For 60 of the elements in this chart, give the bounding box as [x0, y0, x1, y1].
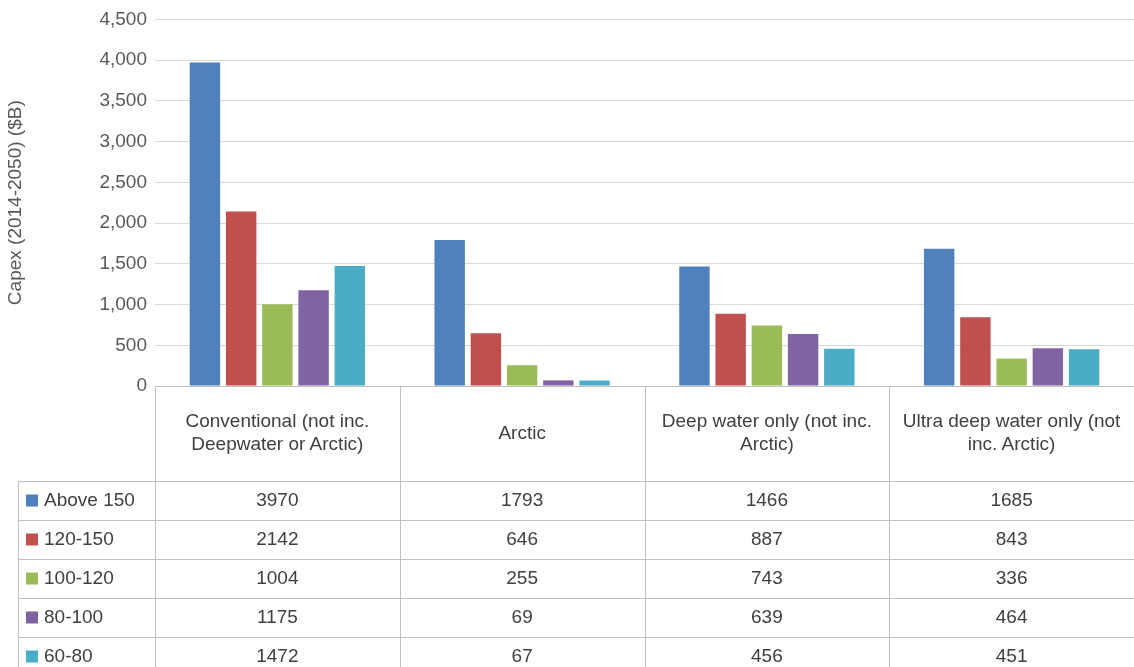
bar: [298, 290, 329, 386]
bar: [470, 333, 502, 386]
legend-label: Above 150: [44, 488, 135, 510]
legend-label: 100-120: [44, 566, 114, 588]
bar: [225, 211, 257, 386]
bar: [1068, 349, 1100, 386]
data-label: 464: [995, 605, 1028, 627]
bar: [506, 365, 538, 386]
data-label: 1793: [500, 488, 544, 510]
x-tick-label: Arctic: [498, 421, 546, 443]
bar: [751, 325, 783, 386]
bar: [334, 266, 366, 386]
y-tick-label: 0: [136, 374, 147, 396]
y-tick-label: 1,000: [99, 292, 147, 314]
x-tick-label: Ultra deep water only (not inc. Arctic): [902, 410, 1122, 455]
data-label: 451: [995, 644, 1028, 666]
y-tick-label: 2,500: [99, 170, 147, 192]
bar: [996, 358, 1027, 386]
y-tick-label: 4,000: [99, 48, 147, 70]
bar: [189, 62, 221, 386]
y-tick-label: 1,500: [99, 252, 147, 274]
y-tick-label: 2,000: [99, 211, 147, 233]
legend-label: 80-100: [44, 605, 104, 627]
data-label: 1004: [256, 566, 299, 588]
legend-label: 120-150: [44, 527, 114, 549]
data-label: 743: [751, 566, 783, 588]
data-label: 1472: [256, 644, 299, 666]
y-tick-label: 3,500: [99, 89, 147, 111]
bar: [960, 317, 991, 386]
y-tick-label: 500: [115, 333, 147, 355]
x-tick-label: Deep water only (not inc. Arctic): [661, 410, 872, 455]
data-label: 3970: [256, 488, 299, 510]
data-label: 646: [506, 527, 538, 549]
y-tick-label: 4,500: [99, 7, 147, 29]
bar: [579, 380, 610, 386]
bar: [787, 333, 819, 386]
bar: [679, 266, 710, 386]
bar: [715, 313, 746, 386]
data-label: 843: [995, 527, 1028, 549]
legend-label: 60-80: [44, 644, 93, 666]
data-label: 1685: [990, 488, 1033, 510]
data-label: 1466: [745, 488, 789, 510]
x-tick-label: Conventional (not inc. Deepwater or Arctic): [185, 410, 370, 455]
bar: [824, 348, 855, 386]
bar: [434, 239, 465, 386]
bar: [923, 248, 955, 386]
y-tick-label: 3,000: [99, 129, 147, 151]
data-label: 255: [506, 566, 538, 588]
y-axis-title: Capex (2014-2050) ($B): [3, 100, 25, 306]
data-label: 336: [995, 566, 1028, 588]
data-label: 1175: [256, 605, 298, 627]
data-label: 887: [751, 527, 783, 549]
data-label: 2142: [256, 527, 299, 549]
data-label: 67: [511, 644, 533, 666]
data-label: 456: [751, 644, 783, 666]
data-label: 69: [511, 605, 533, 627]
bar: [262, 304, 293, 386]
data-label: 639: [751, 605, 783, 627]
bar: [543, 380, 574, 386]
bar: [1032, 348, 1064, 386]
